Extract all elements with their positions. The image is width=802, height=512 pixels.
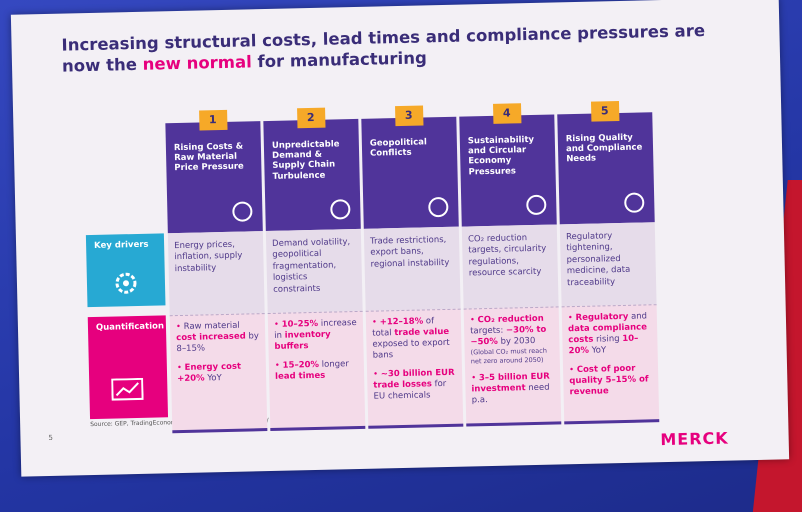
bullet: CO₂ reduction targets: −30% to −50% by 2… [470, 314, 554, 366]
row-label-text: Quantification [95, 321, 165, 333]
drivers-cell: Regulatory tightening, personalized medi… [559, 222, 657, 307]
text: (Global CO₂ must reach net zero around 2… [470, 346, 548, 366]
bullet: +12–18% of total trade value exposed to … [372, 316, 456, 362]
text: rising [593, 334, 623, 345]
column-icon [232, 201, 253, 222]
highlight-text: CO₂ reduction [477, 313, 544, 326]
number-tab: 2 [296, 107, 326, 129]
drivers-cell: Energy prices, inflation, supply instabi… [167, 231, 265, 316]
slide: Increasing structural costs, lead times … [10, 0, 790, 477]
highlight-text: 10–25% [281, 318, 319, 330]
highlight-text: lead times [275, 370, 326, 383]
column-icon [624, 192, 645, 213]
quantification-cell: Regulatory and data compliance costs ris… [561, 304, 660, 425]
bullet: Cost of poor quality 5–15% of revenue [569, 364, 653, 399]
bullet: Regulatory and data compliance costs ris… [568, 311, 652, 357]
gear-icon [115, 272, 137, 294]
quantification-cell: CO₂ reduction targets: −30% to −50% by 2… [463, 306, 562, 427]
number-tab: 4 [492, 103, 521, 124]
column-header: Unpredictable Demand & Supply Chain Turb… [263, 118, 361, 232]
column-icon [330, 199, 351, 220]
logo: MERCK [660, 428, 729, 450]
page-number: 5 [48, 433, 54, 443]
title-highlight: new normal [142, 51, 252, 74]
bullet: 15–20% longer lead times [275, 359, 358, 383]
column-header: Geopolitical Conflicts [361, 116, 459, 229]
text: exposed to export bans [372, 337, 450, 361]
bullet: Energy cost +20% YoY [177, 361, 260, 385]
drivers-cell: Demand volatility, geopolitical fragment… [265, 228, 363, 314]
text: YoY [204, 373, 222, 384]
number-tab: 1 [198, 109, 228, 131]
row-label-text: Key drivers [94, 239, 149, 251]
highlight-text: Cost of poor quality 5–15% of revenue [569, 363, 649, 398]
bullet: 10–25% increase in inventory buffers [274, 318, 358, 353]
bullet: Raw material cost increased by 8–15% [176, 320, 260, 355]
number-tab: 3 [394, 105, 423, 127]
column-header: Rising Quality and Compliance Needs [557, 112, 655, 225]
quantification-cell: +12–18% of total trade value exposed to … [365, 308, 464, 429]
number-tab: 5 [590, 101, 619, 122]
quantification-cell: 10–25% increase in inventory buffers 15–2… [267, 310, 366, 431]
text: by 2030 [497, 336, 536, 347]
column-icon [526, 194, 547, 215]
highlight-text: Regulatory [575, 311, 629, 324]
column-icon [428, 197, 449, 218]
column-header: Sustainability and Circular Economy Pres… [459, 114, 557, 227]
bullet: ~30 billion EUR trade losses for EU chem… [373, 368, 457, 403]
drivers-cell: Trade restrictions, export bans, regiona… [363, 226, 461, 311]
text: longer [318, 359, 349, 371]
text: Raw material [183, 320, 240, 332]
highlight-text: cost increased [176, 331, 246, 344]
drivers-cell: CO₂ reduction targets, circularity regul… [461, 224, 559, 309]
quantification-cell: Raw material cost increased by 8–15% Ener… [169, 313, 268, 434]
text: and [628, 311, 648, 322]
slide-title: Increasing structural costs, lead times … [61, 20, 742, 77]
row-label: Quantification [87, 315, 169, 420]
chart-icon [111, 377, 144, 401]
title-text: for manufacturing [251, 47, 427, 71]
highlight-text: 15–20% [282, 360, 320, 371]
highlight-text: trade value [394, 326, 450, 339]
text: YoY [588, 345, 607, 356]
highlight-text: +12–18% [379, 316, 424, 328]
column-header: Rising Costs & Raw Material Price Pressu… [165, 121, 263, 234]
row-label: Key drivers [85, 233, 166, 308]
text: targets: [470, 325, 507, 337]
bullet: 3–5 billion EUR investment need p.a. [471, 372, 555, 407]
